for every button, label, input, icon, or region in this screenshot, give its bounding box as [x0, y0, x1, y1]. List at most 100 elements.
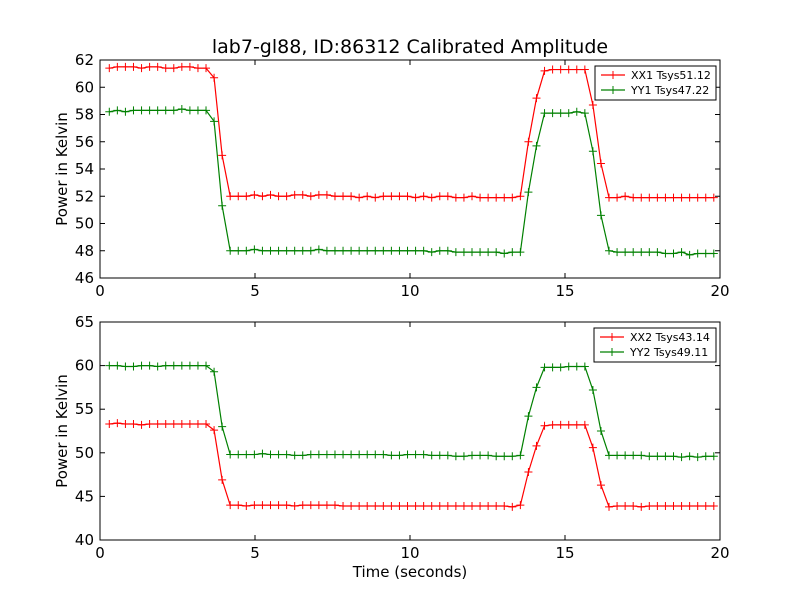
bottom-series-2-marker [355, 450, 364, 459]
bottom-series-1-marker [500, 501, 509, 510]
bottom-series-2-marker [556, 363, 565, 372]
top-series-1-marker [218, 151, 227, 160]
bottom-series-2-marker [250, 450, 259, 459]
top-series-1-marker [226, 192, 235, 201]
bottom-series-1-marker [621, 501, 630, 510]
top-series-1-marker [468, 192, 476, 201]
bottom-series-2-marker [314, 450, 323, 459]
bottom-series-1-marker [556, 420, 565, 429]
top-series-1-marker [621, 192, 630, 201]
bottom-series-1-marker [113, 419, 122, 428]
bottom-series-2-marker [290, 451, 299, 460]
bottom-x-tick-label: 0 [95, 544, 105, 562]
bottom-series-1-marker [282, 501, 291, 510]
top-series-1-marker [524, 137, 533, 146]
bottom-data-area [105, 361, 718, 511]
bottom-series-2-marker [298, 451, 307, 460]
chart-bottom: 0 5 10 15 20 40 45 50 55 60 65 Power in Kelvin Time … [53, 313, 730, 581]
bottom-series-1-marker [137, 420, 146, 429]
bottom-series-2-marker [387, 451, 396, 460]
top-series-2-marker [339, 246, 348, 255]
bottom-x-tick-label: 15 [555, 544, 574, 562]
bottom-series-2-marker [685, 452, 694, 461]
bottom-series-2-marker [427, 451, 436, 460]
bottom-series-2-marker [629, 451, 638, 460]
bottom-series-1-marker [411, 501, 420, 510]
bottom-series-2-marker [330, 450, 339, 459]
top-series-1-marker [443, 192, 452, 201]
bottom-series-2-marker [443, 451, 452, 460]
bottom-series-1-marker [459, 501, 468, 510]
top-series-1-marker [202, 64, 211, 73]
top-series-1-marker [580, 65, 589, 74]
top-series-1-marker [516, 192, 525, 201]
top-series-2-marker [693, 249, 702, 258]
bottom-series-1-marker [129, 420, 138, 429]
bottom-series-2-marker [218, 422, 227, 431]
top-series-1-marker [371, 193, 380, 202]
bottom-series-1-marker [476, 501, 485, 510]
top-series-2-marker [137, 106, 146, 115]
bottom-series-1-marker [443, 501, 452, 510]
top-y-axis-label: Power in Kelvin [53, 112, 71, 226]
top-series-2-marker [193, 106, 202, 115]
top-legend-label-2: YY1 Tsys47.22 [630, 84, 709, 97]
bottom-series-2-marker [185, 361, 194, 370]
top-series-1-marker [427, 193, 436, 202]
top-series-1-marker [540, 66, 549, 75]
bottom-series-2-marker [234, 450, 243, 459]
top-series-1-marker [355, 193, 364, 202]
bottom-series-1-marker [605, 502, 614, 511]
top-series-1-marker [596, 159, 605, 168]
top-series-1-marker [121, 62, 130, 71]
top-series-1-marker [435, 192, 444, 201]
top-series-1-marker [548, 65, 557, 74]
bottom-series-1-marker [516, 501, 525, 510]
top-series-1-marker [677, 193, 686, 202]
bottom-series-1-marker [588, 443, 597, 452]
bottom-series-1-marker [193, 420, 202, 429]
top-series-1-marker [637, 193, 646, 202]
top-series-1-marker [645, 193, 654, 202]
bottom-series-2-marker [306, 450, 315, 459]
top-series-1-marker [661, 193, 670, 202]
top-series-1-marker [113, 62, 122, 71]
bottom-series-2-marker [524, 412, 533, 421]
bottom-series-2-marker [508, 452, 517, 461]
top-series-2-marker [419, 246, 428, 255]
top-series-1-marker [193, 64, 202, 73]
top-series-2-marker [177, 105, 186, 114]
top-series-2-marker [169, 106, 178, 115]
bottom-y-tick-label: 45 [75, 487, 94, 505]
top-series-1-marker [411, 193, 420, 202]
top-legend-label-1: XX1 Tsys51.12 [631, 69, 711, 82]
bottom-series-1-marker [322, 501, 331, 510]
top-series-2-marker [508, 248, 517, 257]
top-series-1-line [109, 66, 714, 199]
bottom-legend-marker-2 [608, 348, 616, 356]
top-series-1-marker [105, 64, 114, 73]
top-series-2-marker [427, 248, 436, 257]
top-y-tick-label: 48 [75, 242, 94, 260]
bottom-series-2-marker [153, 362, 162, 371]
top-y-tick-label: 62 [75, 51, 94, 69]
bottom-series-1-marker [169, 420, 178, 429]
top-data-area [105, 62, 718, 259]
bottom-series-1-marker [669, 501, 678, 510]
bottom-series-1-marker [218, 475, 227, 484]
bottom-series-2-marker [701, 452, 710, 461]
bottom-series-1-marker [492, 501, 501, 510]
top-series-2-marker [459, 248, 468, 257]
bottom-series-1-marker [613, 501, 622, 510]
bottom-series-2-marker [395, 451, 404, 460]
bottom-series-2-marker [282, 450, 291, 459]
bottom-series-2-marker [435, 451, 444, 460]
bottom-series-2-marker [177, 361, 186, 370]
top-series-1-marker [129, 62, 138, 71]
bottom-series-1-marker [645, 501, 654, 510]
top-series-2-marker [121, 107, 130, 116]
top-x-tick-label: 20 [710, 282, 729, 300]
bottom-legend-box [593, 327, 717, 363]
top-series-2-marker [306, 246, 315, 255]
